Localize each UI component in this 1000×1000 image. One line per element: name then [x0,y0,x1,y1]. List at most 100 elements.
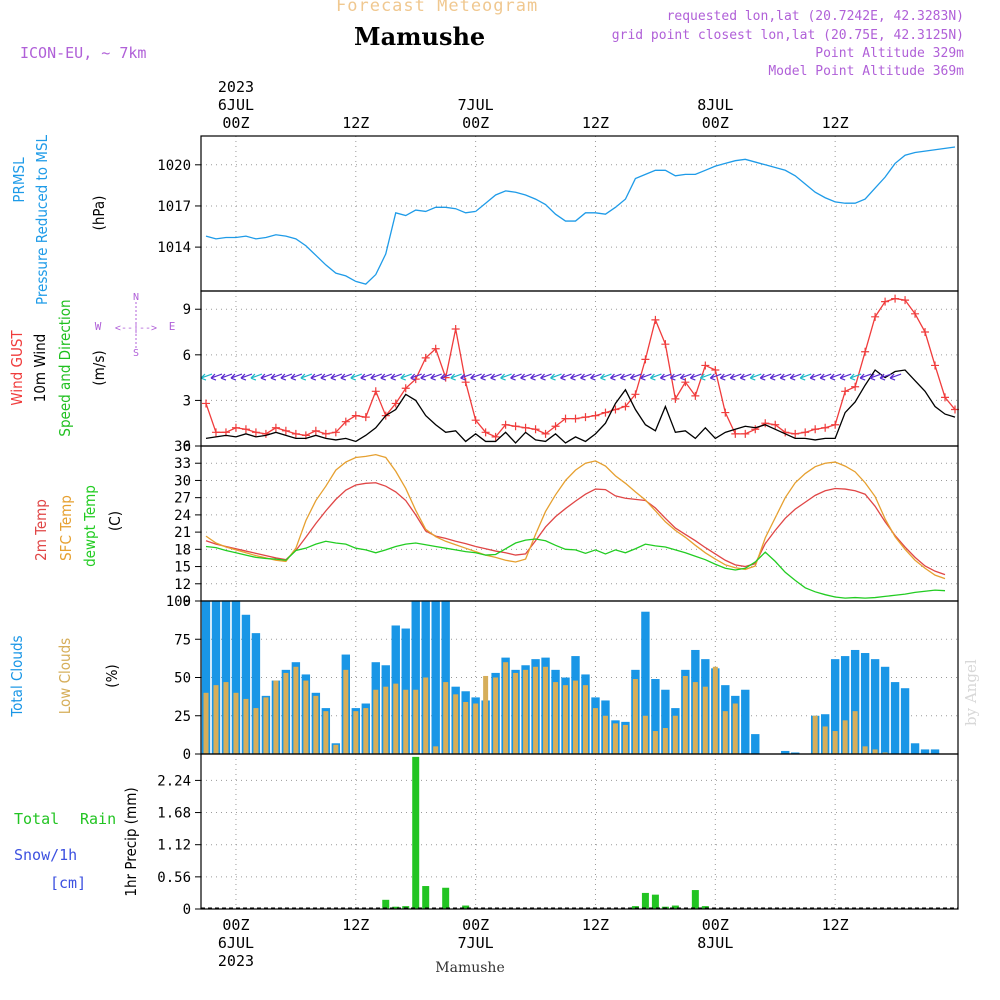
low-cloud-bar [223,682,229,754]
gust-marker [291,429,300,438]
top-time-label: 2023 [218,78,254,96]
series-prmsl [205,146,956,285]
precip-rain-label: Rain [80,810,116,828]
bottom-time-label: 00Z [222,916,249,934]
total-cloud-bar [201,601,211,754]
gust-marker [531,425,540,434]
gust-marker [881,297,890,306]
low-cloud-bar [263,697,269,754]
low-cloud-bar [283,672,289,754]
wind-direction-arrow [610,373,622,381]
y-tick-label: 3 [183,393,191,409]
total-cloud-bar [890,682,900,754]
total-cloud-bar [870,659,880,754]
gust-marker [211,428,220,437]
gust-marker [601,408,610,417]
low-cloud-bar [443,682,449,754]
low-cloud-bar [423,677,429,754]
low-cloud-bar [293,666,299,754]
low-cloud-bar [413,689,419,754]
top-time-label: 12Z [582,114,609,132]
top-time-label: 6JUL [218,96,254,114]
gust-marker [701,361,710,370]
gust-marker [591,411,600,420]
panel-frame [200,753,959,910]
y-tick-label: 24 [174,508,191,524]
wind-direction-arrow [789,373,802,381]
low-cloud-bar [732,703,738,754]
wind-direction-arrow [470,373,482,381]
wind-direction-arrow [450,373,462,381]
low-cloud-bar [323,711,329,754]
low-cloud-bar [563,685,569,754]
low-cloud-bar [393,683,399,754]
y-tick-label: 0 [183,747,191,763]
wind-direction-arrow [530,373,542,381]
wind-direction-arrow [639,373,652,381]
gust-marker [801,428,810,437]
gust-marker [811,425,820,434]
point-altitude: Point Altitude 329m [815,46,964,61]
wind-direction-arrow [240,373,253,381]
gust-marker [841,387,850,396]
wind-direction-arrow [879,373,892,381]
gust-marker [261,429,270,438]
top-time-label: 00Z [702,114,729,132]
panel-precip: 0 0.56 1.12 1.68 2.24 [157,753,959,918]
bottom-time-label: 12Z [342,916,369,934]
wind-direction-arrow [260,373,273,381]
gust-marker [231,423,240,432]
wind-direction-arrow [410,373,422,381]
footer-place-label: Mamushe [435,960,504,976]
total-cloud-bar [641,611,650,754]
total-cloud-bar [751,734,760,754]
wind-direction-arrow [340,373,353,381]
wind-direction-arrow [649,373,662,381]
gust-marker [751,425,760,434]
wind-direction-arrow [540,373,552,381]
wind-direction-arrow [620,373,632,381]
wind-direction-arrow [520,373,532,381]
wind-direction-arrow [659,373,672,381]
compass-e: E [169,320,176,333]
low-cloud-bar [862,746,868,754]
wind-direction-arrow [889,373,902,381]
low-cloud-bar [842,720,848,754]
low-cloud-bar [702,686,708,754]
total-cloud-bar [441,601,450,754]
gust-marker [561,414,570,423]
low-cloud-bar [303,680,309,754]
wind-direction-arrow [669,373,682,381]
gust-marker [361,413,370,422]
low-cloud-bar [822,726,828,754]
grid-point-coordinates: grid point closest lon,lat (20.75E, 42.3… [611,28,964,43]
wind-direction-arrow [580,373,592,381]
y-tick-label: 6 [183,348,191,364]
wind-direction-label: Speed and Direction [56,299,74,436]
gust-marker [851,382,860,391]
bottom-time-label: 7JUL [458,934,494,952]
low-cloud-bar [253,708,259,754]
low-cloud-bar [602,715,608,754]
low-cloud-bar [872,749,878,754]
rain-bar [651,894,659,909]
wind-direction-arrow [420,373,432,381]
low-cloud-bar [582,685,588,754]
wind-direction-arrow [779,373,792,381]
low-cloud-bar [543,666,549,754]
gust-marker [771,420,780,429]
low-cloud-bar [513,672,519,754]
low-cloud-bar [503,662,509,754]
wind-direction-arrow [290,373,303,381]
rain-bar [392,906,400,909]
wind-direction-arrow [739,373,752,381]
gust-marker [671,394,680,403]
gust-marker [691,391,700,400]
gust-marker [741,429,750,438]
gust-marker [421,353,430,362]
compass-n: N [133,292,139,303]
top-time-label: 8JUL [697,96,733,114]
gust-marker [511,422,520,431]
wind-direction-arrow [590,373,602,381]
rain-bar [462,905,470,909]
